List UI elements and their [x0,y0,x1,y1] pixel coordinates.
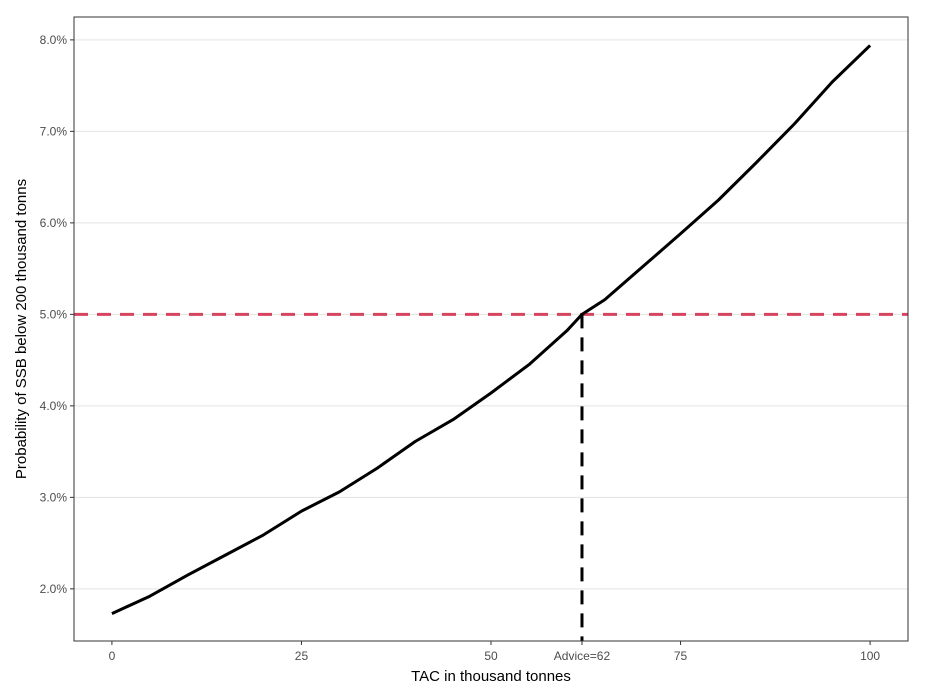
x-tick-label: 100 [860,649,880,663]
x-tick-label: 75 [674,649,688,663]
y-tick-label: 5.0% [40,307,68,321]
reference-lines [74,312,908,641]
x-tick-label: 0 [109,649,116,663]
x-tick-label: 25 [295,649,309,663]
y-tick-label: 7.0% [40,124,68,138]
y-axis-title: Probability of SSB below 200 thousand to… [13,179,30,479]
x-axis-title: TAC in thousand tonnes [411,668,571,685]
y-tick-label: 8.0% [40,33,68,47]
y-tick-label: 4.0% [40,399,68,413]
x-tick-label: Advice=62 [554,649,611,663]
y-axis: 2.0% 3.0% 4.0% 5.0% 6.0% 7.0% 8.0% [40,33,74,596]
probability-line [111,44,872,615]
y-tick-label: 2.0% [40,582,68,596]
x-axis: 0 25 50 Advice=62 75 100 [109,641,880,663]
plot-panel-border [73,16,909,642]
x-tick-label: 50 [484,649,498,663]
y-tick-label: 3.0% [40,490,68,504]
y-tick-label: 6.0% [40,216,68,230]
series-layer [111,44,872,615]
